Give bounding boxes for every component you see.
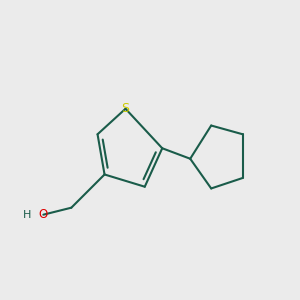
- Text: H: H: [22, 210, 31, 220]
- Text: S: S: [122, 102, 130, 115]
- Text: O: O: [39, 208, 48, 221]
